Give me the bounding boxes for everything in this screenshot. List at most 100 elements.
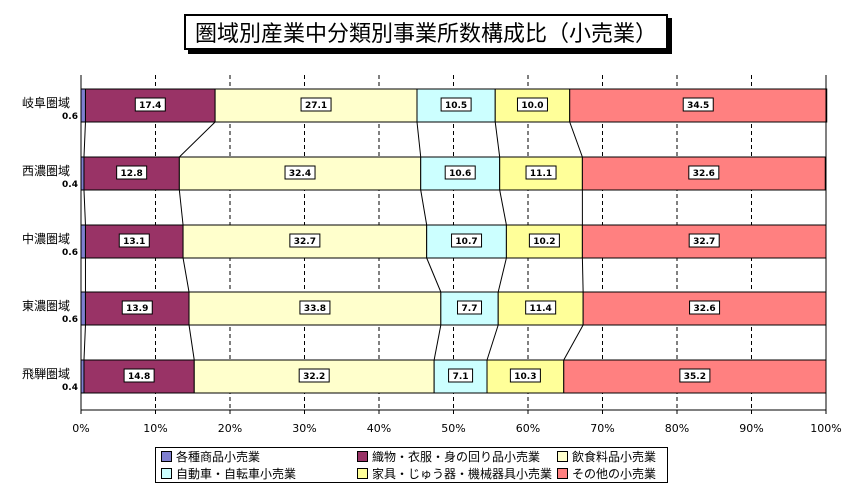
x-tick-label-4: 40% [367,422,391,435]
series-connector-3-1 [83,324,86,361]
legend-item-0: 各種商品小売業 [161,448,357,465]
legend-swatch-5 [557,468,568,479]
data-label-2-3: 10.7 [455,237,477,247]
data-label-4-0: 0.4 [62,383,78,393]
data-label-box-3-4 [525,300,557,315]
category-label-3: 東濃圏域 [22,299,70,313]
data-label-2-0: 0.6 [62,248,78,258]
data-label-4-5: 35.2 [684,372,706,382]
data-label-box-3-3 [457,300,483,315]
legend-item-3: 自動車・自転車小売業 [161,465,357,482]
x-tick-label-9: 90% [739,422,763,435]
data-label-box-2-3 [451,233,483,248]
series-connector-1-4 [499,189,507,226]
category-label-0: 岐阜圏域 [22,96,70,110]
data-label-box-2-1 [118,233,150,248]
data-label-box-1-1 [116,165,148,180]
data-label-3-3: 7.7 [462,304,478,314]
legend-item-2: 飲食料品小売業 [557,448,674,465]
bar-1-2 [178,156,422,191]
data-label-1-4: 11.1 [530,169,552,179]
legend-label-5: その他の小売業 [572,467,657,481]
series-connector-1-1 [83,189,86,226]
series-connector-3-3 [433,324,442,361]
data-label-3-5: 32.6 [693,304,715,314]
data-label-0-1: 17.4 [139,101,161,111]
series-connector-3-5 [563,324,584,361]
data-label-2-5: 32.7 [693,237,715,247]
series-connector-0-2 [178,121,216,158]
data-label-3-2: 33.8 [304,304,326,314]
data-label-4-2: 32.2 [303,372,325,382]
x-tick-label-3: 30% [292,422,316,435]
data-label-box-2-4 [528,233,560,248]
data-label-1-0: 0.4 [62,180,78,190]
data-label-box-1-3 [444,165,476,180]
legend: 各種商品小売業 織物・衣服・身の回り品小売業 飲食料品小売業 自動車・自転車小売… [155,447,668,483]
x-tick-label-8: 80% [665,422,689,435]
series-connector-1-3 [420,189,428,226]
data-label-box-4-1 [123,368,155,383]
data-label-2-2: 32.7 [294,237,316,247]
legend-swatch-0 [161,451,172,462]
legend-swatch-1 [357,451,368,462]
legend-label-0: 各種商品小売業 [176,450,261,464]
series-connector-3-4 [486,324,499,361]
x-tick-label-1: 10% [143,422,167,435]
data-label-box-3-2 [299,300,331,315]
data-label-box-3-1 [121,300,153,315]
data-label-1-1: 12.8 [121,169,143,179]
x-tick-label-0: 0% [72,422,89,435]
chart-title: 圏域別産業中分類別事業所数構成比（小売業） [184,14,668,50]
category-label-1: 西濃圏域 [22,164,70,178]
data-label-2-1: 13.1 [123,237,145,247]
legend-label-1: 織物・衣服・身の回り品小売業 [372,450,541,464]
data-label-box-3-5 [689,300,721,315]
legend-item-1: 織物・衣服・身の回り品小売業 [357,448,557,465]
series-connector-2-5 [581,257,584,293]
data-label-0-2: 27.1 [305,101,327,111]
x-tick-label-10: 100% [810,422,841,435]
data-label-1-3: 10.6 [449,169,471,179]
legend-label-4: 家具・じゅう器・機械器具小売業 [372,467,553,481]
x-tick-label-6: 60% [516,422,540,435]
series-connector-0-5 [569,121,583,158]
series-connector-1-2 [178,189,184,226]
legend-swatch-4 [357,468,368,479]
data-label-box-4-3 [448,368,474,383]
bar-0-0 [80,88,86,123]
legend-swatch-3 [161,468,172,479]
legend-swatch-2 [557,451,568,462]
series-connector-2-3 [426,257,442,293]
data-label-box-4-2 [298,368,330,383]
data-label-3-0: 0.6 [62,315,78,325]
x-tick-label-7: 70% [590,422,614,435]
data-label-box-0-1 [134,97,166,112]
legend-label-2: 飲食料品小売業 [572,450,657,464]
series-connector-0-4 [494,121,501,158]
data-label-4-4: 10.3 [514,372,536,382]
legend-item-4: 家具・じゅう器・機械器具小売業 [357,465,557,482]
data-label-4-1: 14.8 [128,372,150,382]
bar-3-0 [80,291,86,326]
data-label-box-0-5 [682,97,714,112]
bar-4-1 [83,359,195,394]
data-label-box-2-2 [289,233,321,248]
series-connector-0-3 [416,121,422,158]
data-label-0-5: 34.5 [687,101,709,111]
data-label-box-1-2 [284,165,316,180]
x-tick-label-2: 20% [218,422,242,435]
data-label-1-2: 32.4 [289,169,311,179]
data-label-0-0: 0.6 [62,112,78,122]
series-connector-0-1 [83,121,86,158]
legend-label-3: 自動車・自転車小売業 [176,467,297,481]
legend-item-5: その他の小売業 [557,465,674,482]
bar-2-0 [80,224,86,259]
series-connector-2-4 [497,257,507,293]
data-label-3-4: 11.4 [530,304,552,314]
series-connector-3-2 [188,324,195,361]
bar-3-4 [497,291,584,326]
data-label-box-0-4 [516,97,548,112]
data-label-3-1: 13.9 [126,304,148,314]
data-label-box-2-5 [688,233,720,248]
